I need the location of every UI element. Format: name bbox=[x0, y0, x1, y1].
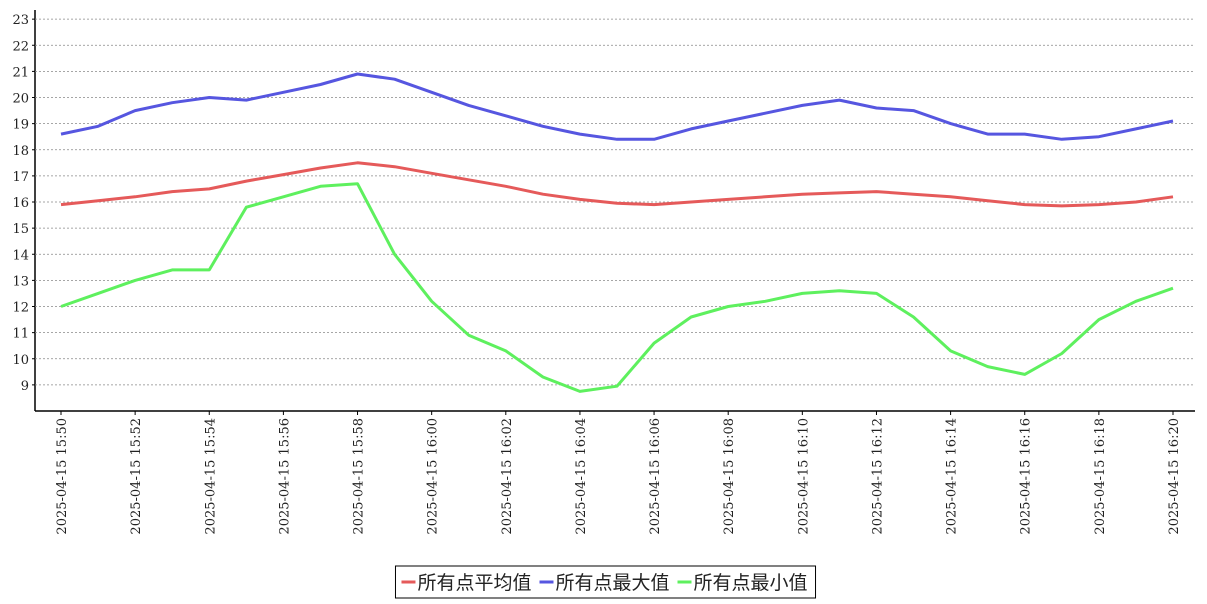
y-tick-label: 10 bbox=[12, 353, 29, 368]
series-line bbox=[60, 182, 1174, 393]
x-tick-label: 2025-04-15 16:16 bbox=[1019, 418, 1034, 535]
y-tick-label: 12 bbox=[12, 301, 29, 316]
y-tick-label: 17 bbox=[12, 170, 29, 185]
y-tick-label: 15 bbox=[12, 222, 29, 237]
x-tick-label: 2025-04-15 15:52 bbox=[129, 418, 144, 535]
y-tick-label: 9 bbox=[21, 379, 29, 394]
plot bbox=[60, 72, 1174, 393]
x-tick-label: 2025-04-15 15:54 bbox=[203, 418, 218, 535]
y-tick-label: 22 bbox=[12, 39, 29, 54]
y-tick-label: 18 bbox=[12, 144, 29, 159]
y-tick-label: 11 bbox=[12, 327, 29, 342]
x-tick-label: 2025-04-15 16:20 bbox=[1167, 418, 1182, 535]
y-tick-label: 14 bbox=[12, 248, 29, 263]
y-tick-label: 23 bbox=[12, 13, 29, 28]
y-tick-label: 13 bbox=[12, 274, 29, 289]
y-tick-label: 20 bbox=[12, 92, 29, 107]
x-tick-label: 2025-04-15 15:58 bbox=[352, 418, 367, 535]
x-tick-label: 2025-04-15 16:18 bbox=[1093, 418, 1108, 535]
x-tick-label: 2025-04-15 16:08 bbox=[722, 418, 737, 535]
legend-label: 所有点最大值 bbox=[555, 572, 669, 594]
legend-label: 所有点最小值 bbox=[694, 572, 808, 594]
x-tick-label: 2025-04-15 16:06 bbox=[648, 418, 663, 535]
x-tick-label: 2025-04-15 16:04 bbox=[574, 418, 589, 535]
legend-label: 所有点平均值 bbox=[417, 572, 531, 594]
series-line bbox=[60, 72, 1174, 141]
x-tick-label: 2025-04-15 16:00 bbox=[426, 418, 441, 535]
x-tick-label: 2025-04-15 16:14 bbox=[945, 418, 960, 535]
grid: 9 10 11 12 13 14 15 16 17 18 19 20 21 22 23 2025-04-15 … bbox=[12, 13, 1195, 535]
x-tick-label: 2025-04-15 15:50 bbox=[55, 418, 70, 535]
x-tick-label: 2025-04-15 16:12 bbox=[870, 418, 885, 535]
x-tick-label: 2025-04-15 15:56 bbox=[277, 418, 292, 535]
y-tick-label: 21 bbox=[12, 65, 29, 80]
legend-box bbox=[394, 565, 817, 599]
series-line bbox=[60, 161, 1174, 208]
y-tick-label: 19 bbox=[12, 118, 29, 133]
legend: 所有点平均值 所有点最大值 所有点最小值 bbox=[394, 565, 817, 599]
x-tick-label: 2025-04-15 16:10 bbox=[796, 418, 811, 535]
y-tick-label: 16 bbox=[12, 196, 29, 211]
x-tick-label: 2025-04-15 16:02 bbox=[500, 418, 515, 535]
